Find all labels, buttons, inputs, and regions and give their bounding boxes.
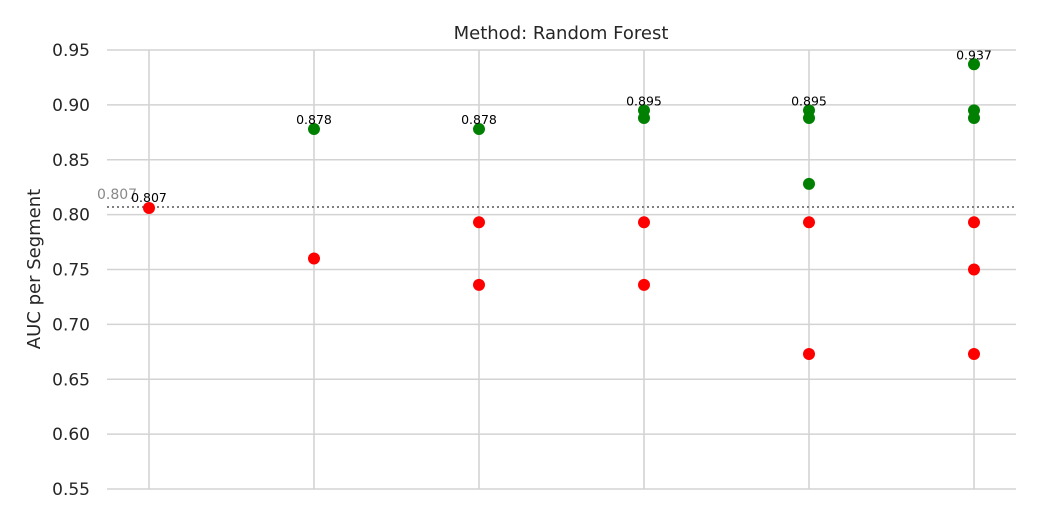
- reference-line-group: 0.807: [97, 187, 1016, 208]
- y-tick-label: 0.75: [52, 261, 90, 281]
- y-tick-label: 0.70: [52, 315, 90, 335]
- data-point: [473, 123, 485, 136]
- data-point: [473, 216, 485, 229]
- data-label: 0.937: [956, 47, 992, 62]
- data-labels: 0.807 0.878 0.878 0.895 0.895 0.937: [131, 47, 992, 205]
- y-tick-label: 0.90: [52, 96, 90, 116]
- data-point: [143, 202, 155, 215]
- data-points: [143, 58, 980, 361]
- data-point: [638, 278, 650, 291]
- data-point: [968, 216, 980, 229]
- data-point: [968, 112, 980, 125]
- reference-line-label: 0.807: [97, 187, 137, 203]
- data-label: 0.878: [296, 112, 332, 127]
- grid: [107, 49, 1016, 490]
- y-tick-label: 0.80: [52, 206, 90, 226]
- data-point: [803, 177, 815, 190]
- data-label: 0.807: [131, 190, 167, 205]
- data-point: [638, 216, 650, 229]
- y-tick-label: 0.60: [52, 425, 90, 445]
- data-point: [968, 58, 980, 71]
- data-label: 0.895: [791, 93, 827, 108]
- data-point: [968, 348, 980, 361]
- y-tick-label: 0.65: [52, 370, 90, 390]
- data-label: 0.878: [461, 112, 497, 127]
- data-point: [803, 348, 815, 361]
- data-point: [308, 123, 320, 136]
- data-point: [308, 252, 320, 265]
- y-axis-label: AUC per Segment: [24, 189, 45, 349]
- y-tick-label: 0.85: [52, 151, 90, 171]
- data-point: [473, 278, 485, 291]
- y-tick-label: 0.95: [52, 41, 90, 61]
- data-point: [638, 112, 650, 125]
- chart-title: Method: Random Forest: [454, 23, 669, 44]
- y-tick-labels: 0.55 0.60 0.65 0.70 0.75 0.80 0.85 0.90 0.95: [52, 41, 90, 500]
- y-tick-label: 0.55: [52, 480, 90, 500]
- data-point: [968, 263, 980, 276]
- data-point: [803, 216, 815, 229]
- data-point: [803, 112, 815, 125]
- data-label: 0.895: [626, 93, 662, 108]
